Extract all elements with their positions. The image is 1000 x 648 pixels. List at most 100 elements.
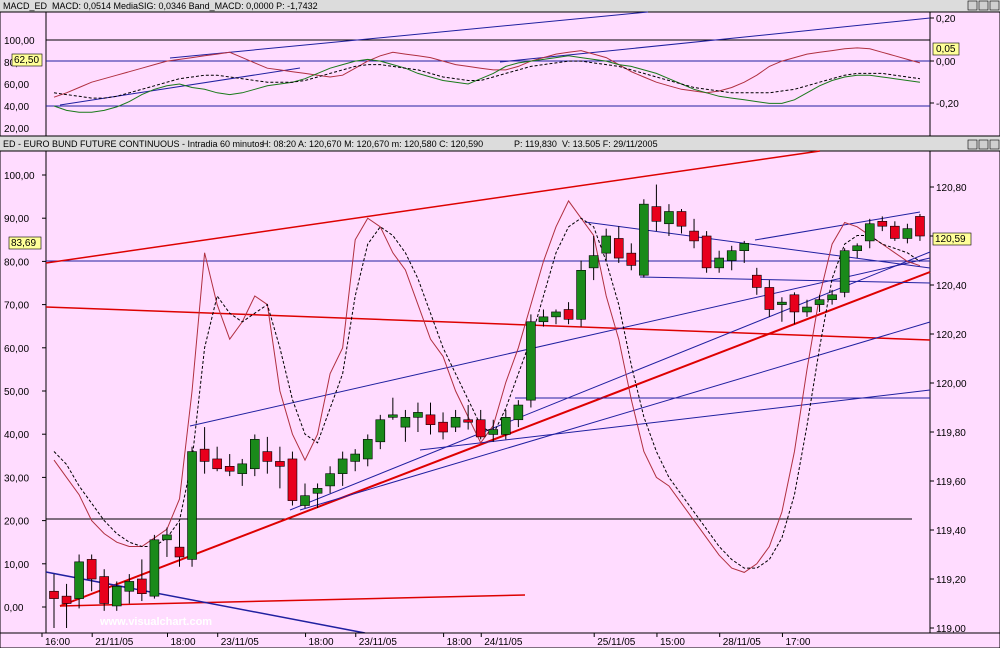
svg-text:0,05: 0,05 <box>936 44 956 55</box>
candle-bull <box>588 255 599 269</box>
oscillator-d-line <box>53 217 921 569</box>
top-right-badge: 0,05 <box>932 42 960 56</box>
blue-lower-channel <box>419 389 931 451</box>
candle-bear <box>789 294 800 313</box>
main-header-values: H: 08:20 A: 120,670 M: 120,670 m: 120,58… <box>262 139 483 149</box>
main-left-tick: 90,00 <box>4 214 29 225</box>
x-tick-label: 23/11/05 <box>359 637 398 648</box>
candle-bull <box>124 581 135 592</box>
main-header-p: P: 119,830 <box>514 139 557 149</box>
main-right-tick: 120,80 <box>936 183 967 194</box>
red-lower-line <box>59 594 526 607</box>
x-tick-label: 25/11/05 <box>597 637 636 648</box>
top-right-ticks: 0,20 0,00 -0,20 <box>930 14 959 110</box>
candle-bull <box>739 243 750 252</box>
window-buttons-main[interactable] <box>967 139 1000 150</box>
red-upper-channel <box>45 150 821 264</box>
candle-bear <box>99 576 109 604</box>
candle-bull <box>312 488 323 494</box>
main-trendlines <box>45 150 931 634</box>
x-tick-label: 17:00 <box>785 637 810 648</box>
red-main-uptrend <box>59 271 931 607</box>
window-buttons-top[interactable] <box>967 0 1000 11</box>
top-trendline <box>59 67 301 106</box>
candle-bull <box>500 416 511 435</box>
x-tick-label: 23/11/05 <box>221 637 260 648</box>
candle-bear <box>475 419 486 438</box>
red-descending-line <box>45 306 931 341</box>
candle-bull <box>237 463 248 474</box>
main-right-axis-bg <box>929 150 1000 634</box>
svg-text:83,69: 83,69 <box>11 238 36 249</box>
top-trendline <box>169 11 649 59</box>
blue-top-channel <box>754 211 921 241</box>
candle-bear <box>689 230 699 242</box>
candle-bull <box>187 451 197 560</box>
candle-bull <box>576 269 586 320</box>
main-header-title: ED - EURO BUND FUTURE CONTINUOUS - Intra… <box>3 139 265 149</box>
candle-bull <box>250 439 260 470</box>
candle-bull <box>450 416 461 428</box>
candle-bear <box>137 578 147 594</box>
top-left-tick: 40,00 <box>4 102 29 113</box>
candle-bear <box>174 546 185 558</box>
main-left-tick: 0,00 <box>4 603 24 614</box>
candle-bear <box>262 451 273 462</box>
candle-bull <box>664 211 674 225</box>
blue-horizontal-280 <box>639 276 931 284</box>
top-right-tick: -0,20 <box>936 99 959 110</box>
candle-bull <box>513 404 524 421</box>
candle-bear <box>425 414 436 425</box>
main-right-tick: 120,00 <box>936 379 967 390</box>
candle-bear <box>86 559 97 580</box>
candle-bull <box>488 429 499 435</box>
main-left-badge: 83,69 <box>8 236 42 250</box>
candle-bear <box>275 461 285 467</box>
blue-uptrend <box>289 251 931 511</box>
x-tick-label: 18:00 <box>171 637 196 648</box>
candle-bear <box>626 252 637 266</box>
candle-bear <box>224 465 235 472</box>
top-header-values: MACD: 0,0514 MediaSIG: 0,0346 Band_MACD:… <box>52 1 318 11</box>
main-left-tick: 20,00 <box>4 517 29 528</box>
main-right-tick: 119,40 <box>936 526 966 537</box>
main-left-tick: 50,00 <box>4 387 29 398</box>
candle-bear <box>199 448 210 462</box>
candle-bull <box>714 257 724 269</box>
candle-bull <box>852 245 863 252</box>
candle-bull <box>74 561 84 599</box>
x-tick-label: 21/11/05 <box>95 637 134 648</box>
oscillator-lines <box>53 199 921 573</box>
top-panel-bg <box>45 11 931 137</box>
candle-bull <box>162 534 172 541</box>
candle-bear <box>563 309 574 320</box>
candles <box>49 184 925 628</box>
main-header-tail: V: 13.505 F: 29/11/2005 <box>562 139 658 149</box>
candle-bull <box>375 419 386 443</box>
x-axis-bg <box>0 632 1000 648</box>
main-right-tick: 119,00 <box>936 624 966 635</box>
candle-bear <box>463 419 473 423</box>
candle-bull <box>902 228 913 239</box>
top-left-tick: 60,00 <box>4 80 29 91</box>
main-right-tick: 120,40 <box>936 281 967 292</box>
candle-bear <box>651 206 662 222</box>
candle-bear <box>701 235 712 269</box>
candle-bull <box>149 539 160 597</box>
x-axis-labels: 16:00 21/11/05 18:00 23/11/05 18:00 23/11/05 1… <box>41 633 811 648</box>
top-trendline <box>499 17 931 63</box>
candle-bear <box>877 221 888 227</box>
top-left-badge: 62,50 <box>11 53 43 67</box>
candle-bull <box>300 495 310 506</box>
candle-bear <box>438 421 448 433</box>
candle-bull <box>388 414 398 418</box>
candle-bear <box>764 287 775 310</box>
top-left-tick: 100,00 <box>4 36 35 47</box>
candle-bull <box>551 311 561 318</box>
candle-bear <box>613 238 624 259</box>
top-right-axis-bg <box>929 11 1000 137</box>
candle-bear <box>49 590 59 599</box>
candle-bear <box>287 458 298 501</box>
candle-bull <box>538 316 549 323</box>
